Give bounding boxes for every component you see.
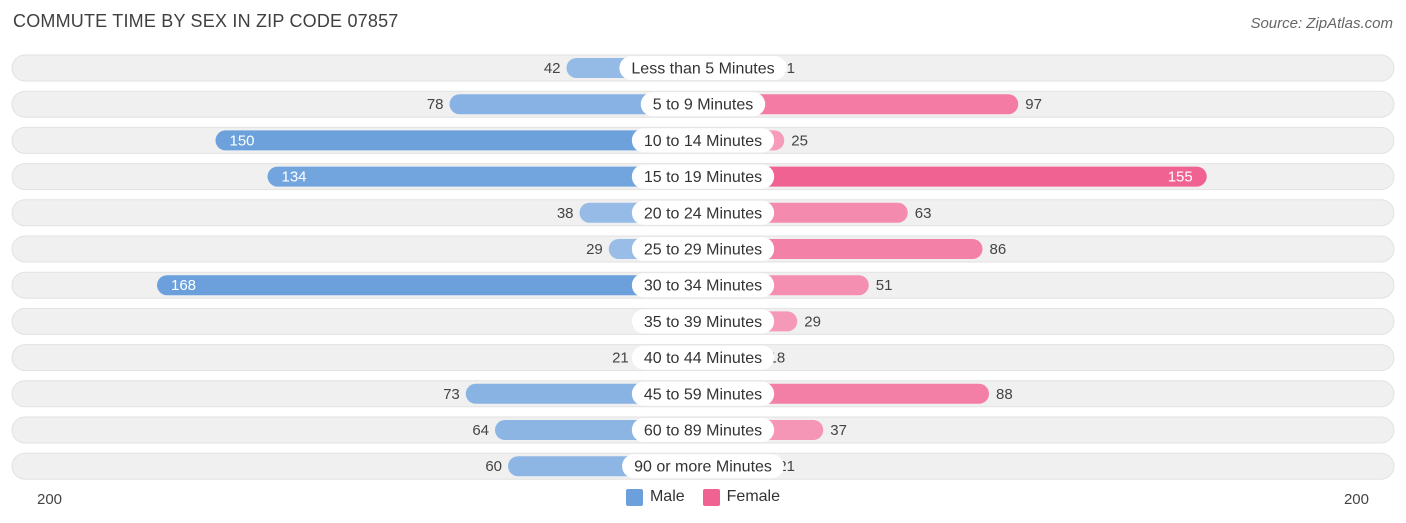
value-label-male: 134	[282, 169, 307, 186]
category-label: 20 to 24 Minutes	[644, 205, 762, 222]
legend-swatch-male	[625, 488, 643, 506]
legend-swatch-female	[702, 488, 720, 506]
bar-male	[267, 166, 703, 187]
value-label-male: 29	[586, 241, 603, 258]
category-pill	[631, 128, 775, 153]
value-label-male: 42	[544, 60, 561, 77]
bar-male	[215, 130, 703, 151]
legend-item-male[interactable]: Male	[625, 488, 685, 506]
legend-label-male: Male	[649, 488, 685, 505]
bar-female	[703, 94, 1019, 115]
category-label: 15 to 19 Minutes	[644, 169, 762, 186]
category-pill	[631, 381, 775, 406]
category-pill	[631, 345, 775, 370]
category-label: 35 to 39 Minutes	[644, 314, 762, 331]
value-label-female: 97	[1025, 96, 1042, 113]
category-label: 25 to 29 Minutes	[644, 242, 762, 259]
category-pill	[631, 418, 775, 442]
value-label-male: 64	[472, 422, 489, 439]
category-pill	[631, 273, 775, 298]
category-label: 60 to 89 Minutes	[644, 423, 762, 440]
value-label-female: 37	[830, 422, 847, 439]
value-label-female: 51	[876, 277, 893, 294]
category-label: Less than 5 Minutes	[631, 61, 774, 78]
value-label-male: 73	[443, 386, 460, 403]
category-label: 45 to 59 Minutes	[644, 386, 762, 403]
chart-title: COMMUTE TIME BY SEX IN ZIP CODE 07857	[13, 11, 399, 31]
value-label-female: 29	[804, 313, 821, 330]
legend: Male Female	[0, 488, 1406, 506]
legend-item-female[interactable]: Female	[702, 488, 781, 506]
value-label-female: 88	[996, 386, 1013, 403]
legend-label-female: Female	[726, 488, 781, 505]
bar-male	[157, 275, 703, 296]
bar-male	[449, 94, 703, 115]
value-label-male: 78	[427, 96, 444, 113]
category-pill	[631, 164, 775, 189]
value-label-female: 63	[915, 205, 932, 222]
axis-label-left: 200	[37, 491, 62, 508]
axis-label-right: 200	[1344, 491, 1369, 508]
category-pill	[640, 92, 766, 117]
bar-female	[703, 383, 989, 404]
value-label-male: 168	[171, 277, 196, 294]
category-label: 5 to 9 Minutes	[653, 97, 754, 114]
category-label: 10 to 14 Minutes	[644, 133, 762, 150]
category-pill	[631, 237, 775, 261]
category-label: 40 to 44 Minutes	[644, 350, 762, 367]
category-label: 90 or more Minutes	[634, 459, 772, 476]
bar-female	[703, 166, 1207, 187]
category-pill	[622, 454, 784, 479]
source-label: Source: ZipAtlas.com	[1250, 15, 1393, 32]
category-label: 30 to 34 Minutes	[644, 278, 762, 295]
value-label-male: 21	[612, 350, 629, 367]
category-pill	[631, 309, 775, 334]
category-pill	[631, 200, 775, 225]
value-label-female: 86	[990, 241, 1007, 258]
value-label-male: 60	[485, 458, 502, 475]
value-label-male: 150	[230, 132, 255, 149]
value-label-female: 155	[1168, 169, 1193, 186]
value-label-female: 25	[791, 132, 808, 149]
value-label-male: 38	[557, 205, 574, 222]
category-pill	[619, 56, 787, 80]
